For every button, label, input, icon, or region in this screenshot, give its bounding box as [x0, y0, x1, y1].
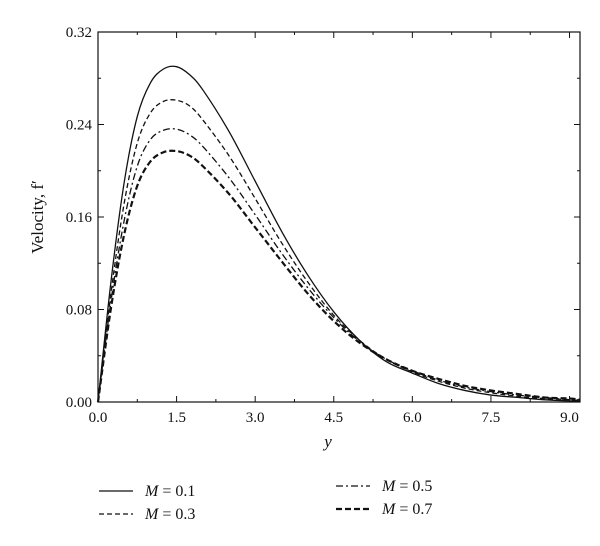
- x-axis-title: y: [322, 432, 332, 451]
- y-tick-label: 0.24: [66, 118, 93, 134]
- x-tick-label: 0.0: [89, 410, 108, 426]
- series-line-m-2: [97, 99, 581, 403]
- x-tick-label: 4.5: [324, 410, 343, 426]
- y-tick-label: 0.00: [66, 395, 92, 411]
- legend-label: M = 0.7: [381, 501, 432, 518]
- y-tick-label: 0.16: [66, 210, 93, 226]
- series-line-m-4: [96, 149, 581, 403]
- y-tick-label: 0.08: [66, 303, 92, 319]
- y-axis: 0.00 0.08 0.16 0.24 0.32: [66, 25, 580, 411]
- x-tick-label: 7.5: [482, 410, 501, 426]
- legend: M = 0.1 M = 0.3 M = 0.5 M = 0.7: [99, 478, 432, 523]
- legend-label: M = 0.5: [381, 478, 432, 495]
- x-tick-label: 3.0: [246, 410, 265, 426]
- legend-label: M = 0.1: [144, 483, 195, 500]
- y-tick-label: 0.32: [66, 25, 92, 41]
- series-layer: [96, 65, 581, 403]
- series-line-m-1: [97, 65, 581, 403]
- x-tick-label: 9.0: [560, 410, 579, 426]
- series-line-m-3: [97, 128, 581, 403]
- x-tick-label: 6.0: [403, 410, 422, 426]
- plot-frame: [97, 31, 581, 403]
- legend-label: M = 0.3: [144, 506, 195, 523]
- y-axis-title: Velocity, f′: [28, 180, 47, 253]
- x-axis: 0.0 1.5 3.0 4.5 6.0 7.5 9.0: [89, 32, 579, 426]
- x-tick-label: 1.5: [167, 410, 186, 426]
